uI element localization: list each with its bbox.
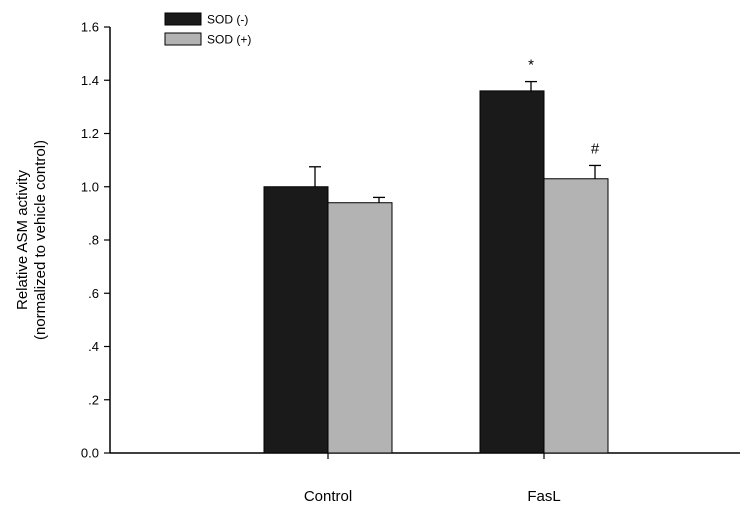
significance-marker: * <box>528 57 534 74</box>
bars <box>263 80 609 454</box>
bar-sod-plus-control <box>327 202 393 454</box>
bar-sod-plus-fasl <box>543 178 609 454</box>
significance-marker: # <box>591 140 600 157</box>
labels: 0.0 .2 .4 .6 .8 1.0 1.2 1.4 1.6 Control FasL * # Rela… <box>14 20 600 506</box>
y-tick-label: .4 <box>88 339 99 354</box>
axes <box>104 26 740 459</box>
y-axis-title: Relative ASM activity(normalized to vehi… <box>14 140 49 340</box>
bar-sod-minus-control <box>263 186 329 454</box>
legend-label-sod-plus: SOD (+) <box>207 33 251 47</box>
legend: SOD (-) SOD (+) <box>164 12 251 47</box>
bar-sod-minus-fasl <box>479 90 545 454</box>
legend-swatch-sod-plus <box>164 32 202 46</box>
y-tick-label: 0.0 <box>81 446 99 461</box>
legend-swatch-sod-minus <box>164 12 202 26</box>
y-tick-label: .8 <box>88 233 99 248</box>
y-tick-label: 1.6 <box>81 20 99 35</box>
y-tick-label: 1.4 <box>81 73 99 88</box>
x-tick-label: FasL <box>527 488 560 505</box>
y-tick-label: 1.2 <box>81 126 99 141</box>
legend-label-sod-minus: SOD (-) <box>207 13 248 27</box>
y-tick-label: 1.0 <box>81 179 99 194</box>
y-axis-title-line1: Relative ASM activity <box>14 169 31 310</box>
x-tick-label: Control <box>304 488 352 505</box>
y-axis-title-line2: (normalized to vehicle control) <box>32 140 49 340</box>
y-tick-label: .2 <box>88 392 99 407</box>
y-tick-label: .6 <box>88 286 99 301</box>
